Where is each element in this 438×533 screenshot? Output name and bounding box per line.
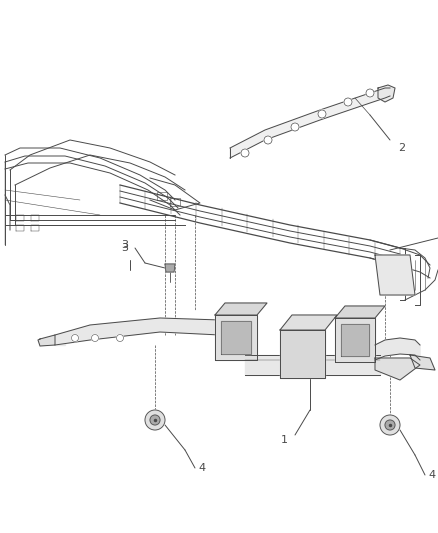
Circle shape	[380, 415, 400, 435]
Polygon shape	[215, 315, 257, 360]
Polygon shape	[378, 85, 395, 102]
Text: 3: 3	[121, 240, 128, 250]
Circle shape	[318, 110, 326, 118]
Polygon shape	[165, 264, 175, 272]
Polygon shape	[375, 338, 420, 360]
Circle shape	[71, 335, 78, 342]
Polygon shape	[221, 321, 251, 354]
Polygon shape	[335, 318, 375, 362]
Circle shape	[366, 89, 374, 97]
Polygon shape	[230, 88, 390, 158]
Polygon shape	[335, 306, 385, 318]
Circle shape	[92, 335, 99, 342]
Circle shape	[344, 98, 352, 106]
Text: 1: 1	[281, 435, 288, 445]
Polygon shape	[375, 255, 415, 295]
Text: 4: 4	[198, 463, 205, 473]
Text: 2: 2	[398, 143, 405, 153]
Polygon shape	[245, 355, 380, 375]
Polygon shape	[280, 330, 325, 378]
Circle shape	[241, 149, 249, 157]
Polygon shape	[55, 318, 235, 345]
Polygon shape	[375, 358, 420, 380]
Polygon shape	[215, 303, 267, 315]
Polygon shape	[55, 335, 65, 345]
Text: 4: 4	[428, 470, 435, 480]
Polygon shape	[341, 324, 369, 356]
Polygon shape	[410, 355, 435, 370]
Circle shape	[117, 335, 124, 342]
Circle shape	[385, 420, 395, 430]
Circle shape	[150, 415, 160, 425]
Polygon shape	[38, 335, 55, 346]
Circle shape	[145, 410, 165, 430]
Polygon shape	[280, 315, 337, 330]
Text: 3: 3	[121, 243, 128, 253]
Circle shape	[264, 136, 272, 144]
Circle shape	[291, 123, 299, 131]
